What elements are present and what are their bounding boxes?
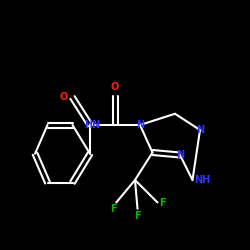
Text: F: F — [110, 204, 117, 214]
Text: N: N — [196, 125, 204, 135]
Text: O: O — [111, 82, 119, 92]
Text: HN: HN — [84, 120, 100, 130]
Text: O: O — [60, 92, 68, 102]
Text: F: F — [159, 198, 166, 207]
Text: F: F — [134, 211, 141, 221]
Text: N: N — [136, 120, 144, 130]
Text: N: N — [176, 150, 184, 160]
Text: NH: NH — [194, 175, 210, 185]
